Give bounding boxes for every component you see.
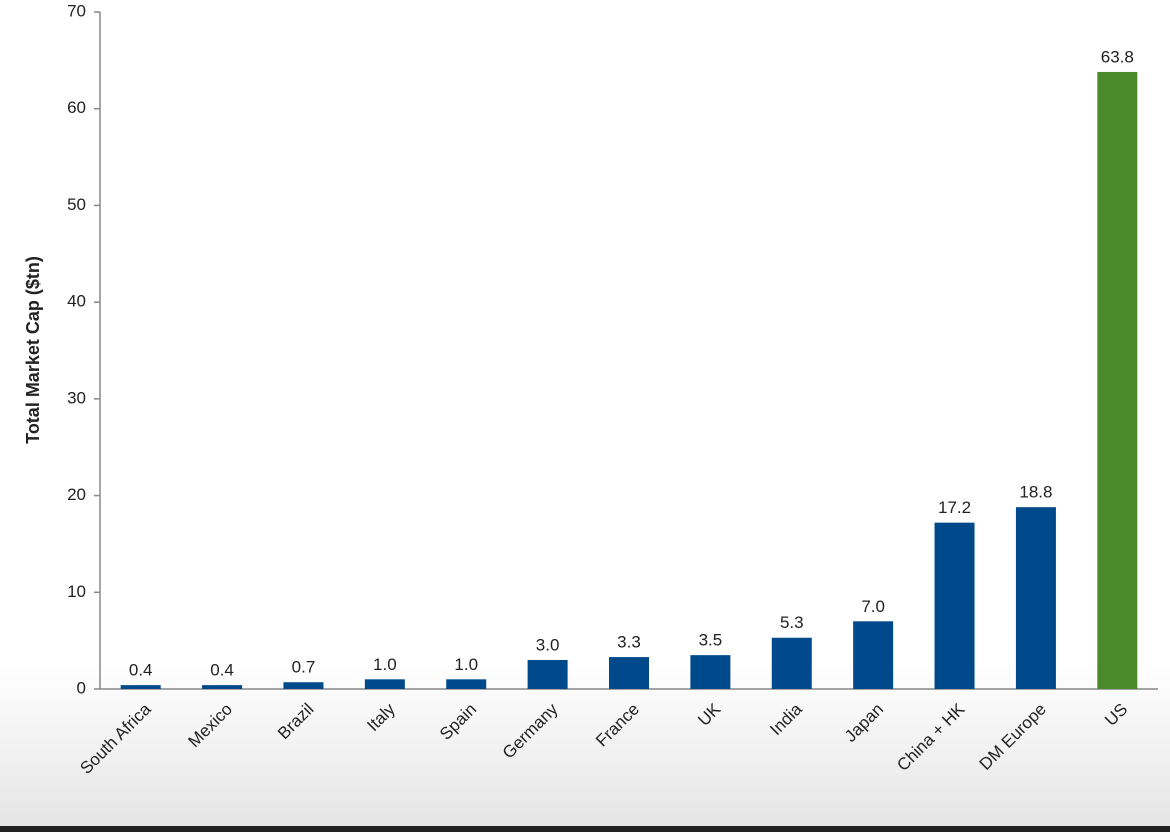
bar xyxy=(364,679,405,689)
value-label: 7.0 xyxy=(861,597,885,616)
bar xyxy=(609,657,649,689)
value-label: 0.4 xyxy=(129,661,153,680)
value-label: 63.8 xyxy=(1101,47,1134,66)
value-label: 3.3 xyxy=(617,633,641,652)
bottom-border xyxy=(0,826,1170,832)
bar xyxy=(771,637,812,689)
value-label: 1.0 xyxy=(373,655,397,674)
value-label: 1.0 xyxy=(454,655,478,674)
value-label: 0.4 xyxy=(210,661,234,680)
y-tick-label: 10 xyxy=(67,582,86,601)
y-tick-label: 60 xyxy=(67,98,86,117)
bar xyxy=(853,621,894,689)
bar xyxy=(527,659,568,689)
value-label: 17.2 xyxy=(938,498,971,517)
y-tick-label: 20 xyxy=(67,485,86,504)
y-tick-label: 40 xyxy=(67,292,86,311)
bar xyxy=(1097,71,1138,689)
bar xyxy=(202,685,243,689)
y-tick-label: 0 xyxy=(77,678,86,697)
bar xyxy=(120,685,161,689)
bar xyxy=(1015,507,1056,689)
bar xyxy=(446,679,487,689)
value-label: 0.7 xyxy=(292,658,316,677)
bar xyxy=(934,522,975,689)
y-tick-label: 70 xyxy=(67,1,86,20)
bar xyxy=(690,655,731,689)
value-label: 5.3 xyxy=(780,613,804,632)
y-axis-title: Total Market Cap ($tn) xyxy=(23,256,43,444)
y-tick-label: 30 xyxy=(67,388,86,407)
bar xyxy=(283,682,324,689)
y-tick-label: 50 xyxy=(67,195,86,214)
value-label: 3.0 xyxy=(536,635,560,654)
value-label: 18.8 xyxy=(1019,483,1052,502)
value-label: 3.5 xyxy=(699,631,723,650)
